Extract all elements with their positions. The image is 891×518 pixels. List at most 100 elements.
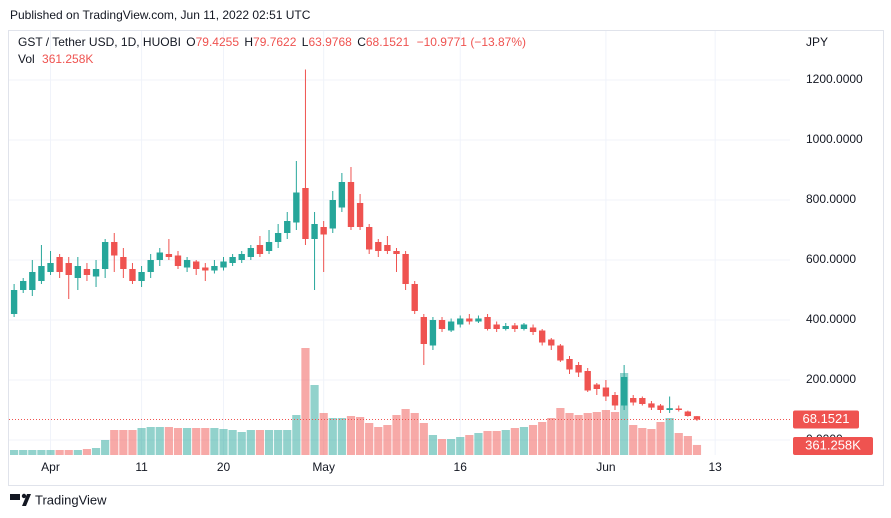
volume-bar bbox=[528, 425, 538, 455]
candle-body bbox=[238, 254, 245, 260]
candle-body bbox=[202, 267, 209, 271]
candle-body bbox=[393, 251, 400, 254]
volume-bar bbox=[192, 428, 201, 455]
chart-frame bbox=[8, 30, 884, 486]
volume-bar bbox=[629, 425, 638, 455]
x-tick-label: 20 bbox=[217, 460, 231, 474]
open-value: 79.4255 bbox=[196, 35, 240, 49]
candle-body bbox=[611, 395, 619, 406]
candle-body bbox=[302, 188, 309, 239]
volume-bar bbox=[547, 418, 556, 455]
candle-body bbox=[593, 384, 600, 389]
candle-body bbox=[120, 257, 127, 269]
volume-bar bbox=[328, 418, 337, 455]
candle-body bbox=[92, 269, 100, 277]
volume-bar bbox=[474, 433, 483, 455]
candle-body bbox=[466, 318, 473, 322]
candle-body bbox=[147, 260, 154, 272]
volume-bar bbox=[201, 428, 210, 455]
candle-body bbox=[666, 408, 673, 410]
candle-body bbox=[648, 403, 655, 408]
logo-icon bbox=[10, 494, 20, 500]
volume-bar bbox=[274, 430, 283, 455]
logo-icon bbox=[22, 494, 31, 506]
volume-bar bbox=[46, 450, 55, 455]
volume-bar bbox=[492, 431, 501, 455]
candle-body bbox=[511, 325, 519, 329]
candle-body bbox=[20, 281, 27, 290]
x-tick-label: Jun bbox=[596, 460, 615, 474]
candle-body bbox=[356, 203, 364, 227]
change: −10.9771 (−13.87%) bbox=[417, 35, 526, 49]
volume-bar bbox=[447, 439, 456, 455]
volume-bar bbox=[283, 430, 292, 455]
volume-bar bbox=[110, 430, 119, 455]
candle-body bbox=[274, 233, 282, 242]
volume-bar bbox=[465, 435, 474, 455]
logo-icon bbox=[21, 493, 27, 499]
candle-body bbox=[47, 263, 54, 272]
candle-body bbox=[256, 245, 264, 254]
volume-bar bbox=[146, 427, 155, 455]
candle-body bbox=[165, 254, 173, 257]
candle-body bbox=[211, 266, 218, 271]
volume-bar bbox=[647, 429, 656, 455]
volume-legend: Vol 361.258K bbox=[18, 52, 93, 66]
currency: JPY bbox=[806, 35, 828, 49]
volume-bar bbox=[182, 428, 192, 455]
ohlc-label: H bbox=[244, 35, 253, 49]
candle-body bbox=[657, 405, 664, 410]
volume-bar bbox=[292, 415, 301, 455]
price-pane bbox=[9, 69, 790, 421]
candle-body bbox=[630, 398, 637, 403]
candle-body bbox=[74, 266, 82, 278]
published-note: Published on TradingView.com, Jun 11, 20… bbox=[10, 8, 311, 22]
candle-body bbox=[529, 327, 537, 332]
volume-bar bbox=[19, 450, 28, 455]
low-value: 63.9768 bbox=[308, 35, 352, 49]
volume-bar bbox=[638, 428, 647, 455]
candle-body bbox=[457, 318, 464, 325]
candle-body bbox=[502, 326, 509, 329]
y-tick-label: 1000.0000 bbox=[806, 132, 863, 146]
candle-body bbox=[557, 345, 564, 361]
grid bbox=[9, 31, 790, 455]
candle-body bbox=[402, 254, 409, 284]
volume-bar bbox=[73, 450, 82, 455]
volume-bar bbox=[456, 437, 465, 455]
volume-bar bbox=[519, 427, 529, 455]
volume-bar bbox=[610, 412, 620, 455]
volume-bar bbox=[592, 412, 601, 455]
x-tick-label: 13 bbox=[708, 460, 722, 474]
volume-bar bbox=[28, 450, 37, 455]
volume-bar bbox=[401, 409, 410, 455]
volume-bar bbox=[237, 432, 246, 455]
volume-bar bbox=[119, 430, 128, 455]
volume-bar bbox=[392, 415, 401, 455]
candle-body bbox=[138, 272, 145, 281]
volume-bar bbox=[228, 430, 237, 455]
volume-bar bbox=[210, 428, 219, 455]
candle-body bbox=[101, 242, 109, 269]
y-tick-label: 400.0000 bbox=[806, 312, 856, 326]
candle-body bbox=[375, 242, 382, 251]
volume-bar bbox=[301, 348, 310, 455]
volume-bar bbox=[82, 449, 92, 455]
symbol: GST / Tether USD, 1D, HUOBI bbox=[18, 35, 181, 49]
volume-bar bbox=[601, 410, 611, 455]
volume-bar bbox=[428, 435, 438, 455]
candle-body bbox=[293, 192, 300, 223]
volume-bar bbox=[365, 423, 374, 455]
candle-body bbox=[338, 182, 346, 208]
volume-pane bbox=[10, 348, 702, 455]
x-tick-label: 11 bbox=[135, 460, 148, 474]
volume-bar bbox=[137, 428, 146, 455]
volume-bar bbox=[620, 373, 629, 455]
ohlc-label: L bbox=[302, 35, 309, 49]
volume-bar bbox=[219, 429, 228, 455]
candle-body bbox=[365, 227, 373, 250]
volume-bar bbox=[501, 430, 510, 455]
ohlc-label: O bbox=[186, 35, 195, 49]
